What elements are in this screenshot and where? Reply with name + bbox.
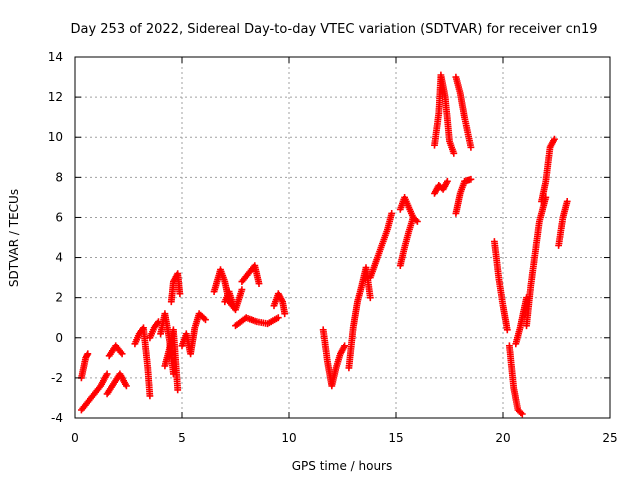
data-point-marker	[366, 294, 374, 302]
y-tick-label: 0	[55, 331, 63, 345]
data-point-marker	[341, 342, 348, 350]
data-point-marker	[176, 290, 184, 298]
data-point-marker	[388, 210, 396, 217]
chart-title: Day 253 of 2022, Sidereal Day-to-day VTE…	[70, 22, 597, 37]
y-tick-label: 8	[55, 170, 63, 184]
y-tick-label: 10	[48, 130, 63, 144]
data-point-marker	[123, 382, 130, 390]
data-point-marker	[551, 135, 558, 143]
x-tick-label: 10	[281, 431, 296, 445]
data-point-marker	[467, 143, 475, 151]
y-tick-label: 6	[55, 210, 63, 224]
x-tick-label: 25	[602, 431, 617, 445]
plot-frame	[74, 56, 611, 419]
data-series	[78, 71, 571, 418]
data-point-marker	[563, 198, 571, 205]
x-tick-label: 15	[388, 431, 403, 445]
y-tick-label: 2	[55, 291, 63, 305]
y-tick-label: -2	[51, 371, 63, 385]
x-tick-label: 0	[71, 431, 79, 445]
data-point-marker	[146, 392, 154, 400]
data-point-marker	[444, 177, 451, 185]
data-point-marker	[274, 314, 282, 322]
data-point-marker	[230, 302, 237, 310]
data-point-marker	[467, 175, 475, 183]
x-axis-ticks: 0 5 10 15 20 25	[71, 57, 618, 445]
data-point-marker	[84, 350, 92, 358]
data-point-marker	[255, 280, 263, 287]
data-point-marker	[118, 350, 126, 358]
data-point-marker	[238, 286, 246, 293]
data-point-marker	[174, 386, 182, 394]
y-axis-ticks: -4 -2 0 2 4 6 8 10 12 14	[48, 50, 610, 425]
data-point-marker	[202, 316, 209, 324]
y-tick-label: -4	[51, 411, 63, 425]
y-tick-label: 14	[48, 50, 63, 64]
x-tick-label: 5	[178, 431, 186, 445]
data-point-marker	[518, 410, 526, 418]
x-tick-label: 20	[495, 431, 510, 445]
data-point-marker	[414, 218, 421, 225]
data-point-marker	[503, 326, 511, 334]
data-point-marker	[450, 149, 458, 157]
x-axis-label: GPS time / hours	[292, 459, 393, 473]
y-tick-label: 12	[48, 90, 63, 104]
grid-lines	[75, 57, 610, 418]
data-point-marker	[103, 370, 111, 378]
y-axis-label: SDTVAR / TECUs	[7, 189, 21, 287]
data-point-marker	[412, 216, 420, 224]
y-tick-label: 4	[55, 251, 63, 265]
data-point-marker	[281, 310, 289, 318]
